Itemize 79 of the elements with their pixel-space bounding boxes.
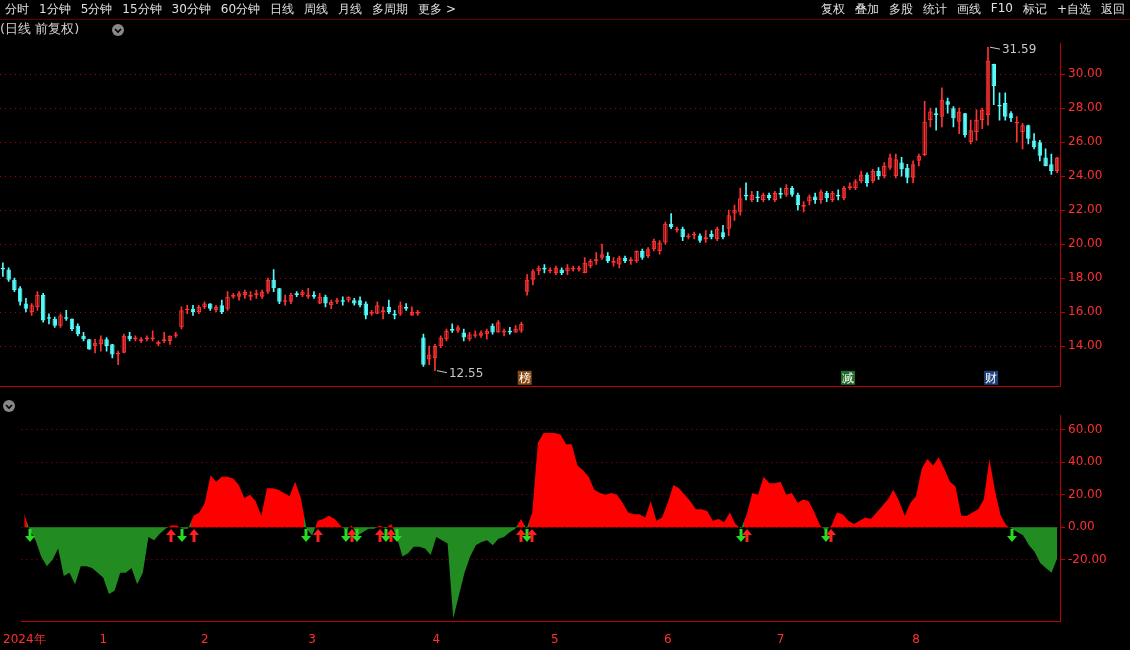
y-tick-label: 24.00 bbox=[1068, 168, 1103, 183]
candlestick bbox=[87, 338, 92, 350]
candlestick bbox=[110, 344, 115, 359]
candlestick bbox=[12, 277, 17, 292]
y-tick-label: 30.00 bbox=[1068, 66, 1103, 81]
x-tick-label: 3 bbox=[308, 631, 316, 646]
y-tick-label: 18.00 bbox=[1068, 270, 1103, 285]
candlestick bbox=[271, 269, 276, 292]
candlestick bbox=[323, 294, 328, 308]
candlestick bbox=[905, 163, 910, 184]
text: +自选 bbox=[1055, 1, 1092, 18]
x-tick-label: 4 bbox=[432, 631, 441, 646]
candlestick bbox=[951, 106, 956, 128]
candlestick bbox=[277, 287, 282, 304]
candlestick bbox=[421, 333, 426, 367]
text: 月线 bbox=[337, 1, 364, 18]
text: 画线 bbox=[955, 1, 982, 18]
candlestick bbox=[352, 298, 357, 306]
y-tick-label: 0.00 bbox=[1068, 519, 1095, 534]
text: 分时 bbox=[4, 1, 30, 18]
candlestick bbox=[127, 332, 132, 342]
candlestick bbox=[1026, 124, 1031, 145]
candlestick bbox=[876, 167, 881, 180]
candlestick bbox=[1003, 92, 1008, 121]
text: 1分钟 bbox=[38, 1, 72, 18]
candlestick bbox=[1043, 148, 1048, 167]
candlestick bbox=[680, 226, 685, 242]
candlestick bbox=[104, 337, 109, 352]
text: 日线 bbox=[269, 1, 296, 18]
x-tick-label: 5 bbox=[551, 631, 559, 646]
y-tick-label: 20.00 bbox=[1068, 236, 1103, 251]
text: 标记 bbox=[1021, 1, 1048, 18]
x-tick-label: 2 bbox=[201, 631, 209, 646]
text: 多股 bbox=[887, 1, 914, 18]
candlestick bbox=[6, 267, 11, 282]
candlestick bbox=[490, 323, 495, 335]
text: 15分钟 bbox=[121, 1, 163, 18]
annotation: 12.55 bbox=[448, 365, 484, 380]
candlestick bbox=[559, 267, 564, 275]
y-tick-label: 22.00 bbox=[1068, 202, 1103, 217]
text: 返回 bbox=[1100, 1, 1126, 18]
text: F10 bbox=[989, 1, 1014, 17]
annotation: 31.59 bbox=[1001, 42, 1037, 57]
candlestick bbox=[824, 191, 829, 202]
y-tick-label: 60.00 bbox=[1068, 421, 1103, 436]
candlestick bbox=[709, 230, 714, 240]
y-tick-label: 28.00 bbox=[1068, 100, 1103, 115]
candlestick bbox=[208, 303, 213, 311]
text: 更多 > bbox=[417, 1, 457, 18]
candlestick bbox=[640, 248, 645, 260]
text: 周线 bbox=[303, 1, 330, 18]
candlestick bbox=[899, 157, 904, 177]
y-tick-label: 20.00 bbox=[1068, 486, 1103, 501]
candlestick bbox=[1049, 153, 1054, 175]
text: 叠加 bbox=[853, 1, 880, 18]
text: 5分钟 bbox=[79, 1, 114, 18]
x-tick-label: 7 bbox=[776, 631, 785, 646]
x-tick-label: 1 bbox=[99, 631, 108, 646]
text: 30分钟 bbox=[170, 1, 212, 18]
x-tick-label: 2024年 bbox=[3, 631, 46, 646]
annotation: 财 bbox=[985, 370, 998, 385]
text: 60分钟 bbox=[219, 1, 262, 18]
candlestick bbox=[945, 97, 950, 114]
text: 统计 bbox=[921, 1, 948, 18]
annotation: 减 bbox=[842, 370, 854, 385]
annotation: 榜 bbox=[518, 370, 531, 385]
candlestick bbox=[461, 328, 466, 342]
text: 多周期 bbox=[371, 1, 410, 18]
candlestick bbox=[81, 332, 86, 342]
chart-title: (日线 前复权) bbox=[0, 21, 80, 37]
y-tick-label: 26.00 bbox=[1068, 134, 1103, 149]
text: 复权 bbox=[819, 1, 846, 18]
candlestick bbox=[52, 316, 57, 328]
y-tick-label: 16.00 bbox=[1068, 304, 1103, 319]
y-tick-label: -20.00 bbox=[1068, 551, 1107, 566]
x-tick-label: 6 bbox=[663, 631, 672, 646]
x-tick-label: 8 bbox=[912, 631, 920, 646]
y-tick-label: 14.00 bbox=[1068, 338, 1103, 353]
y-tick-label: 40.00 bbox=[1068, 454, 1103, 469]
